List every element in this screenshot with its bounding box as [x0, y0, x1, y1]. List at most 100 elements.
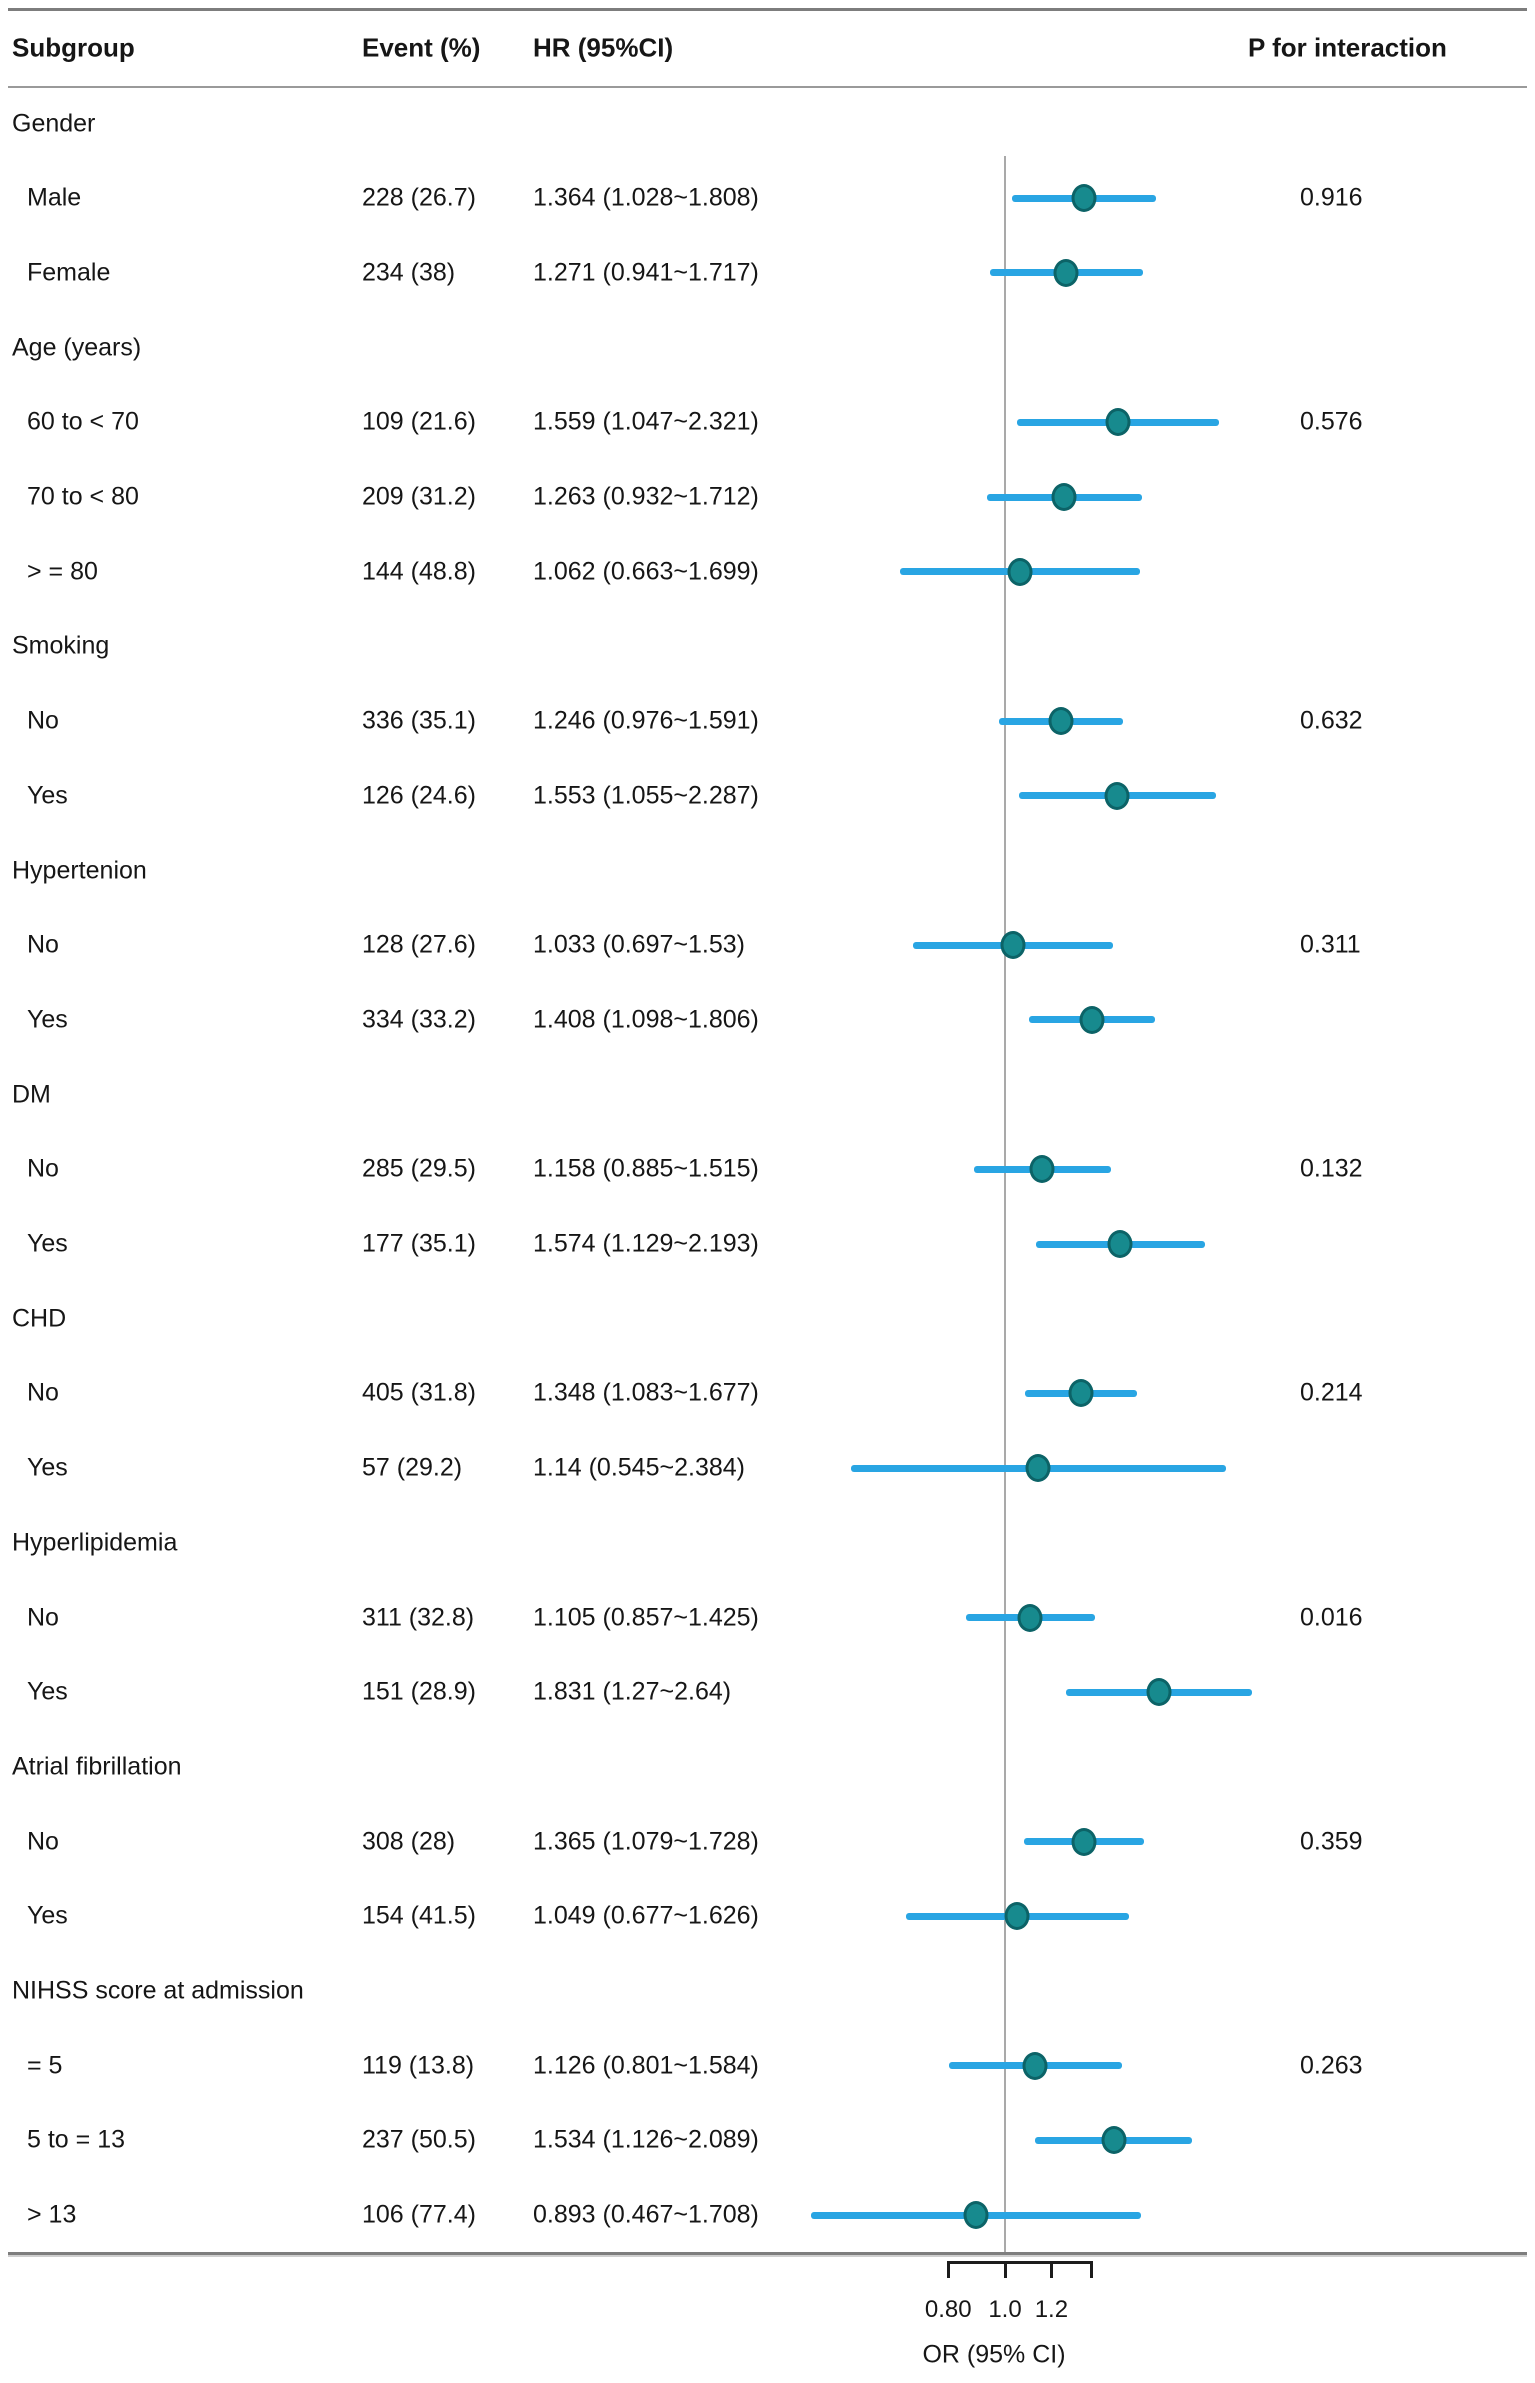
hr-cell: 1.14 (0.545~2.384): [533, 1453, 745, 1482]
hr-cell: 1.105 (0.857~1.425): [533, 1602, 759, 1631]
hr-cell: 1.158 (0.885~1.515): [533, 1154, 759, 1183]
or-marker: [1079, 1005, 1105, 1034]
event-cell: 144 (48.8): [362, 556, 476, 585]
row-label: 5 to = 13: [27, 2125, 125, 2154]
col-header-hr: HR (95%CI): [533, 32, 674, 63]
event-cell: 336 (35.1): [362, 706, 476, 735]
event-cell: 311 (32.8): [362, 1602, 475, 1631]
top-rule: [8, 8, 1527, 11]
event-cell: 209 (31.2): [362, 482, 476, 511]
event-cell: 128 (27.6): [362, 930, 476, 959]
row-label: > = 80: [27, 556, 98, 585]
event-cell: 334 (33.2): [362, 1005, 476, 1034]
p-value-cell: 0.576: [1300, 407, 1363, 436]
event-cell: 109 (21.6): [362, 407, 476, 436]
hr-cell: 1.348 (1.083~1.677): [533, 1378, 759, 1407]
row-label: No: [27, 1154, 59, 1183]
row-label: No: [27, 1826, 59, 1855]
section-label: Age (years): [12, 332, 142, 361]
or-marker: [963, 2201, 989, 2230]
event-cell: 106 (77.4): [362, 2200, 476, 2229]
p-value-cell: 0.016: [1300, 1602, 1363, 1631]
axis-tick: [1050, 2261, 1054, 2278]
event-cell: 177 (35.1): [362, 1229, 476, 1258]
row-label: Female: [27, 258, 111, 287]
row-label: > 13: [27, 2200, 77, 2229]
or-marker: [1048, 707, 1074, 736]
col-header-p-interaction: P for interaction: [1248, 32, 1447, 63]
or-marker: [1071, 184, 1097, 213]
section-label: Hypertenion: [12, 855, 147, 884]
p-value-cell: 0.214: [1300, 1378, 1363, 1407]
or-marker: [1146, 1678, 1172, 1707]
or-marker: [1025, 1454, 1051, 1483]
row-label: No: [27, 706, 59, 735]
or-marker: [1051, 483, 1077, 511]
row-label: Male: [27, 183, 82, 212]
header-underline: [8, 86, 1527, 88]
event-cell: 126 (24.6): [362, 781, 476, 810]
hr-cell: 1.408 (1.098~1.806): [533, 1005, 759, 1034]
axis-tick-label: 1.2: [1034, 2296, 1069, 2323]
event-cell: 308 (28): [362, 1826, 456, 1855]
axis-tick: [947, 2261, 951, 2278]
section-label: Smoking: [12, 631, 110, 660]
event-cell: 57 (29.2): [362, 1453, 463, 1482]
axis-baseline: [948, 2261, 1091, 2264]
section-label: Atrial fibrillation: [12, 1752, 182, 1781]
row-label: Yes: [27, 1229, 68, 1258]
hr-cell: 1.553 (1.055~2.287): [533, 781, 759, 810]
hr-cell: 1.263 (0.932~1.712): [533, 482, 759, 511]
section-label: DM: [12, 1079, 51, 1108]
row-label: 60 to < 70: [27, 407, 139, 436]
event-cell: 405 (31.8): [362, 1378, 476, 1407]
p-value-cell: 0.632: [1300, 706, 1363, 735]
hr-cell: 1.574 (1.129~2.193): [533, 1229, 759, 1258]
row-label: Yes: [27, 1453, 68, 1482]
row-label: 70 to < 80: [27, 482, 139, 511]
or-marker: [1104, 781, 1130, 810]
hr-cell: 0.893 (0.467~1.708): [533, 2200, 759, 2229]
event-cell: 154 (41.5): [362, 1901, 476, 1930]
hr-cell: 1.033 (0.697~1.53): [533, 930, 745, 959]
section-label: Hyperlipidemia: [12, 1528, 178, 1557]
hr-cell: 1.126 (0.801~1.584): [533, 2050, 759, 2079]
event-cell: 237 (50.5): [362, 2125, 476, 2154]
section-label: CHD: [12, 1303, 67, 1332]
col-header-event: Event (%): [362, 32, 481, 63]
row-label: = 5: [27, 2050, 63, 2079]
event-cell: 228 (26.7): [362, 183, 476, 212]
axis-tick: [1004, 2261, 1007, 2278]
hr-cell: 1.246 (0.976~1.591): [533, 706, 759, 735]
hr-cell: 1.062 (0.663~1.699): [533, 556, 759, 585]
or-marker: [1068, 1379, 1094, 1408]
p-value-cell: 0.311: [1300, 930, 1361, 959]
or-marker: [1071, 1827, 1097, 1856]
or-marker: [1004, 1902, 1030, 1931]
x-axis-label: OR (95% CI): [922, 2340, 1066, 2369]
col-header-subgroup: Subgroup: [12, 32, 135, 63]
p-value-cell: 0.916: [1300, 183, 1363, 212]
bottom-rule: [8, 2252, 1527, 2257]
event-cell: 119 (13.8): [362, 2050, 475, 2079]
or-marker: [1053, 258, 1079, 287]
row-label: Yes: [27, 1901, 68, 1930]
or-marker: [1022, 2051, 1048, 2080]
axis-tick-label: 0.80: [924, 2296, 972, 2323]
hr-cell: 1.365 (1.079~1.728): [533, 1826, 759, 1855]
hr-cell: 1.559 (1.047~2.321): [533, 407, 759, 436]
or-marker: [1107, 1230, 1133, 1258]
p-value-cell: 0.263: [1300, 2050, 1363, 2079]
row-label: No: [27, 1602, 59, 1631]
hr-cell: 1.831 (1.27~2.64): [533, 1677, 732, 1706]
or-marker: [1000, 931, 1026, 960]
section-label: NIHSS score at admission: [12, 1976, 304, 2005]
axis-tick: [1089, 2261, 1093, 2278]
event-cell: 234 (38): [362, 258, 456, 287]
or-marker: [1105, 408, 1131, 437]
event-cell: 151 (28.9): [362, 1677, 476, 1706]
reference-line: [1004, 156, 1006, 2254]
event-cell: 285 (29.5): [362, 1154, 476, 1183]
or-marker: [1101, 2126, 1127, 2155]
